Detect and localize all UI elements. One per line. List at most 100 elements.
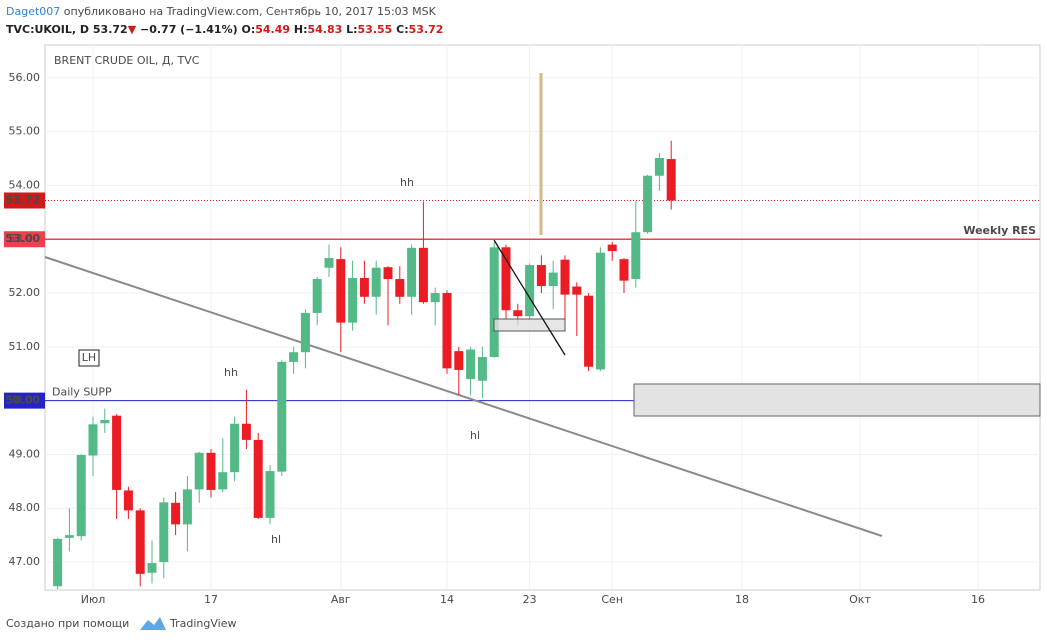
candle-body — [147, 563, 157, 573]
x-tick-label: 18 — [735, 593, 749, 606]
ohlc-label: C: — [396, 23, 408, 36]
y-tick-label: 54.00 — [9, 178, 41, 191]
trend-line — [493, 239, 566, 356]
candle-body — [536, 265, 546, 287]
published: опубликовано на TradingView.com, Сентябр… — [64, 5, 437, 18]
last-price-badge — [4, 192, 45, 209]
logo — [140, 617, 166, 630]
change: −0.77 (−1.41%) — [140, 23, 238, 36]
candle-body — [572, 286, 582, 295]
y-tick-label: 55.00 — [9, 125, 41, 138]
candle-body — [584, 295, 594, 367]
x-tick-label: Авг — [331, 593, 351, 606]
candle-body — [241, 423, 251, 440]
candle-body — [230, 423, 240, 473]
candle-body — [654, 157, 664, 176]
annotations: hh hh hl hl LH — [78, 176, 480, 546]
annotation: LH — [82, 351, 96, 364]
x-tick-label: 14 — [440, 593, 454, 606]
symbol-line: TVC:UKOIL, D 53.72▼ −0.77 (−1.41%) O:54.… — [6, 23, 443, 36]
candle-body — [466, 349, 476, 380]
candle-body — [513, 310, 523, 317]
candle-body — [182, 489, 192, 525]
footer-text: Создано при помощи — [6, 617, 129, 630]
level-label: 53.00 — [5, 232, 40, 245]
candle-body — [312, 279, 322, 313]
candle-body — [430, 293, 440, 303]
candle-body — [253, 439, 263, 518]
y-tick-label: 52.00 — [9, 286, 41, 299]
candle-body — [631, 232, 641, 280]
annotation: hh — [400, 176, 414, 189]
level-badge — [4, 392, 45, 409]
candle-body — [548, 272, 558, 287]
candle-body — [64, 535, 74, 538]
candle-body — [619, 259, 629, 281]
level-badge — [4, 231, 45, 248]
candle-body — [218, 472, 228, 490]
candle-body — [277, 361, 287, 472]
symbol: TVC:UKOIL, D — [6, 23, 89, 36]
trend-line — [44, 256, 883, 537]
candle-body — [359, 277, 369, 297]
ohlc-value: 53.55 — [358, 23, 393, 36]
candle-body — [477, 357, 487, 381]
y-tick-label: 53.00 — [9, 232, 41, 245]
candle-body — [643, 175, 653, 233]
candle-body — [442, 293, 452, 369]
ohlc-label: H: — [294, 23, 308, 36]
candle-body — [336, 259, 346, 323]
candle-body — [666, 159, 676, 201]
level-label: 50.00 — [5, 394, 40, 407]
header-line: Daget007 опубликовано на TradingView.com… — [6, 5, 437, 18]
annotation: hh — [224, 366, 238, 379]
zone — [493, 318, 566, 332]
arrow: ▼ — [128, 23, 137, 36]
candle-body — [53, 538, 63, 587]
candle-body — [383, 267, 393, 280]
y-tick-label: 51.00 — [9, 340, 41, 353]
ohlc-value: 54.83 — [307, 23, 342, 36]
ohlc-label: L: — [346, 23, 357, 36]
x-tick-label: 17 — [204, 593, 218, 606]
candle-body — [194, 452, 204, 490]
candle-body — [76, 454, 86, 537]
ohlc-value: 53.72 — [409, 23, 444, 36]
candle-body — [560, 259, 570, 295]
level-name: Daily SUPP — [52, 386, 112, 399]
y-tick-label: 47.00 — [9, 555, 41, 568]
candle-body — [171, 502, 181, 525]
candle-body — [454, 351, 464, 370]
level-name: Weekly RES — [963, 224, 1036, 237]
candles — [53, 140, 676, 589]
candle-body — [489, 247, 499, 358]
x-tick-label: 16 — [971, 593, 985, 606]
candle-body — [289, 352, 299, 362]
candle-body — [123, 490, 133, 511]
candle-body — [348, 277, 358, 323]
ohlc-value: 54.49 — [255, 23, 290, 36]
candle-body — [595, 252, 605, 370]
y-tick-label: 49.00 — [9, 447, 41, 460]
candle-body — [300, 312, 310, 353]
x-tick-label: 23 — [523, 593, 537, 606]
annotation-box — [78, 349, 100, 367]
x-tick-label: Сен — [601, 593, 623, 606]
ohlc-label: O: — [241, 23, 255, 36]
candle-body — [135, 510, 145, 574]
y-tick-label: 56.00 — [9, 71, 41, 84]
last-price-label: 53.72 — [5, 193, 40, 206]
annotation: hl — [470, 429, 480, 442]
y-tick-label: 50.00 — [9, 394, 41, 407]
candle-body — [395, 279, 405, 297]
candle-body — [112, 415, 122, 490]
zone — [633, 383, 1041, 417]
candle-body — [206, 452, 216, 490]
candle-body — [159, 502, 169, 563]
chart-title: BRENT CRUDE OIL, Д, TVC — [54, 54, 200, 67]
candle-body — [88, 424, 98, 456]
footer-brand[interactable]: TradingView — [169, 617, 236, 630]
user[interactable]: Daget007 — [6, 5, 60, 18]
candle-body — [265, 471, 275, 518]
candle-body — [607, 244, 617, 252]
